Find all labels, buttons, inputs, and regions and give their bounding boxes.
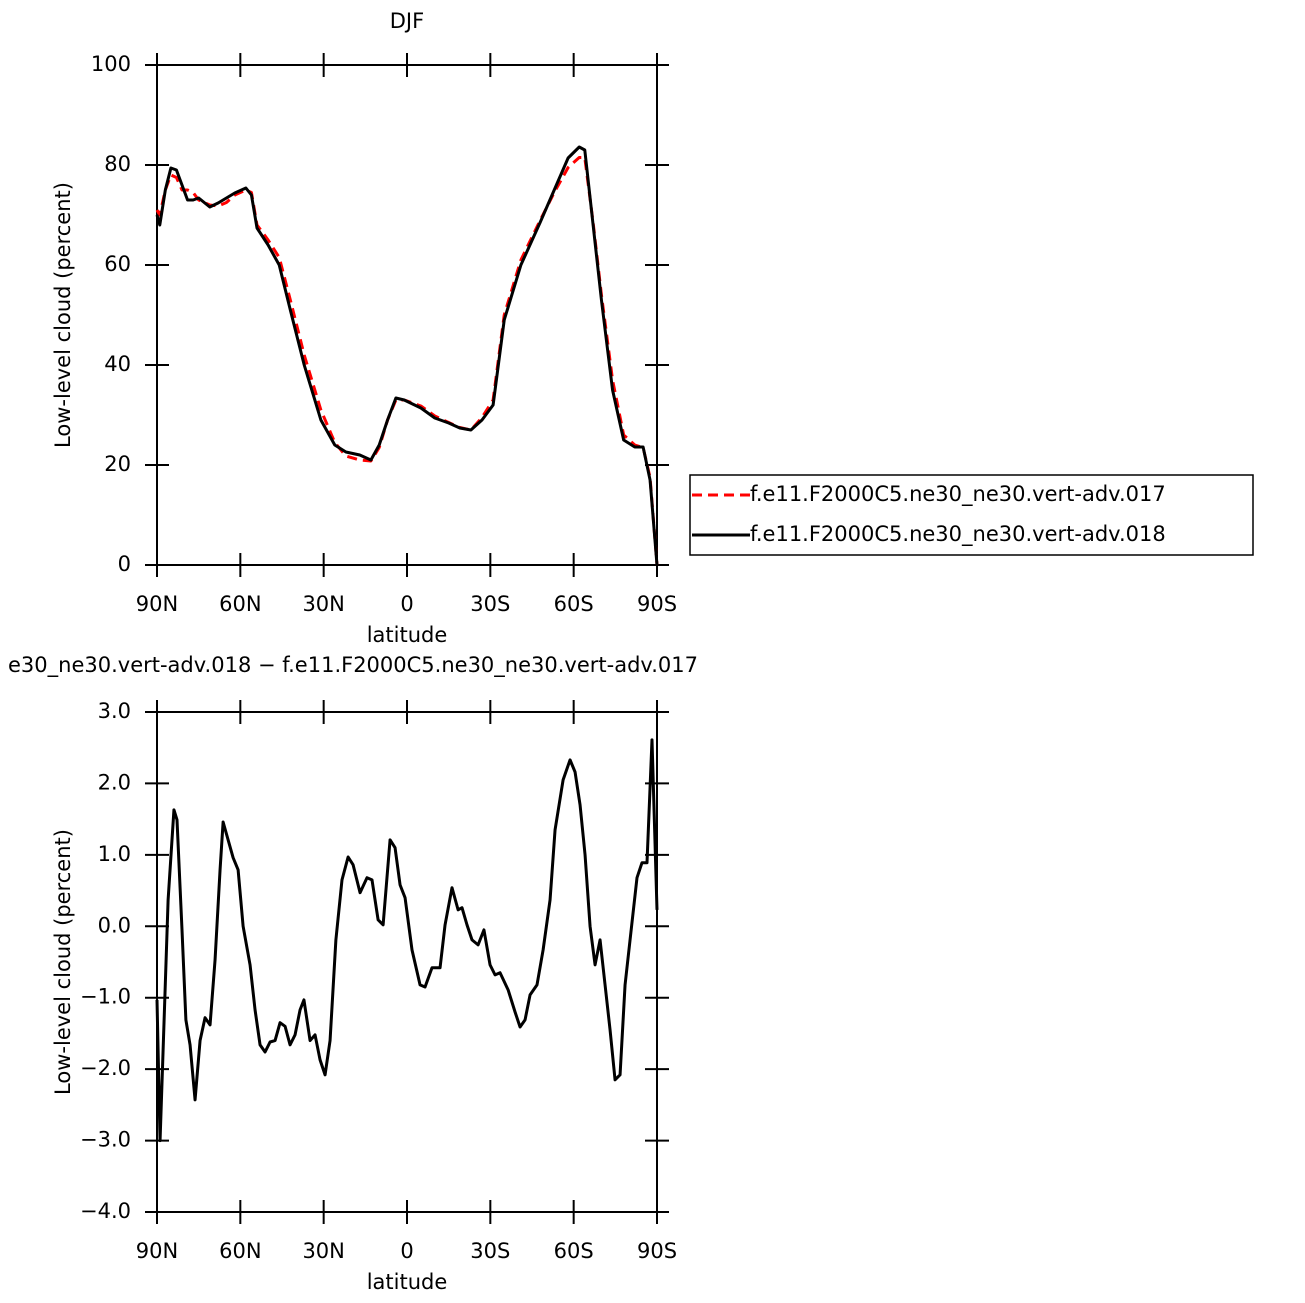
x-tick-label: 0 bbox=[400, 1239, 413, 1263]
x-tick-label: 90N bbox=[136, 1239, 178, 1263]
data-line bbox=[155, 738, 659, 1143]
x-tick-label: 60S bbox=[554, 1239, 594, 1263]
y-tick-label: 60 bbox=[104, 252, 131, 276]
x-tick-label: 0 bbox=[400, 592, 413, 616]
y-tick-label: 1.0 bbox=[98, 842, 131, 866]
y-tick-label: 3.0 bbox=[98, 699, 131, 723]
x-tick-label: 30N bbox=[302, 1239, 344, 1263]
y-tick-label: 0.0 bbox=[98, 913, 131, 937]
legend-label: f.e11.F2000C5.ne30_ne30.vert-adv.017 bbox=[750, 482, 1166, 507]
y-tick-label: 100 bbox=[91, 52, 131, 76]
x-tick-label: 90S bbox=[637, 592, 677, 616]
x-tick-label: 30S bbox=[470, 592, 510, 616]
legend-box bbox=[689, 474, 1254, 556]
y-axis-label: Low-level cloud (percent) bbox=[51, 182, 75, 448]
x-axis-label: latitude bbox=[367, 1270, 448, 1294]
y-tick-label: −1.0 bbox=[80, 985, 131, 1009]
y-tick-label: −2.0 bbox=[80, 1056, 131, 1080]
legend-label: f.e11.F2000C5.ne30_ne30.vert-adv.018 bbox=[750, 522, 1166, 547]
x-tick-label: 90N bbox=[136, 592, 178, 616]
x-tick-label: 60N bbox=[219, 592, 261, 616]
y-axis-label: Low-level cloud (percent) bbox=[51, 829, 75, 1095]
y-tick-label: 80 bbox=[104, 152, 131, 176]
y-tick-label: 40 bbox=[104, 352, 131, 376]
y-tick-label: 2.0 bbox=[98, 770, 131, 794]
data-line bbox=[155, 145, 659, 566]
x-tick-label: 60S bbox=[554, 592, 594, 616]
chart-title: e30_ne30.vert-adv.018 − f.e11.F2000C5.ne… bbox=[8, 653, 698, 678]
y-tick-label: −3.0 bbox=[80, 1128, 131, 1152]
y-tick-label: 20 bbox=[104, 452, 131, 476]
plot-frame bbox=[156, 64, 658, 566]
plot-frame bbox=[156, 711, 658, 1213]
chart-title: DJF bbox=[390, 9, 424, 33]
x-axis-label: latitude bbox=[367, 623, 448, 647]
x-tick-label: 90S bbox=[637, 1239, 677, 1263]
x-tick-label: 30S bbox=[470, 1239, 510, 1263]
x-tick-label: 30N bbox=[302, 592, 344, 616]
x-tick-label: 60N bbox=[219, 1239, 261, 1263]
y-tick-label: −4.0 bbox=[80, 1199, 131, 1223]
y-tick-label: 0 bbox=[118, 552, 131, 576]
data-line bbox=[155, 156, 659, 566]
